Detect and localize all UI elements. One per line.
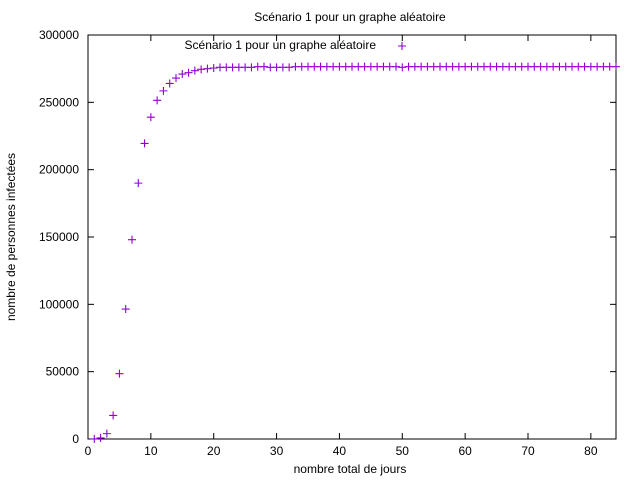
chart-title: Scénario 1 pour un graphe aléatoire	[254, 10, 446, 24]
x-tick-label: 30	[270, 444, 284, 458]
data-point	[102, 429, 111, 438]
data-point	[190, 66, 199, 75]
data-point	[197, 65, 206, 74]
data-point	[398, 63, 407, 72]
legend-label: Scénario 1 pour un graphe aléatoire	[185, 38, 377, 52]
data-point	[109, 411, 118, 420]
data-point	[178, 70, 187, 79]
data-point	[146, 113, 155, 122]
data-point	[392, 62, 400, 71]
x-tick-label: 40	[333, 444, 347, 458]
data-point	[128, 235, 136, 244]
legend: Scénario 1 pour un graphe aléatoire	[185, 38, 406, 52]
data-point	[96, 433, 105, 442]
x-tick-label: 10	[144, 444, 158, 458]
data-points	[90, 62, 620, 443]
data-point	[247, 63, 256, 72]
x-axis-label: nombre total de jours	[294, 462, 407, 476]
x-tick-label: 60	[458, 444, 472, 458]
x-tick-label: 80	[584, 444, 598, 458]
data-point	[172, 74, 180, 83]
y-tick-label: 250000	[39, 95, 79, 109]
x-tick-label: 20	[207, 444, 221, 458]
data-point	[260, 62, 268, 71]
y-tick-label: 50000	[46, 365, 80, 379]
data-point	[134, 179, 143, 188]
data-point	[159, 86, 168, 95]
y-tick-label: 300000	[39, 28, 79, 42]
data-point	[90, 434, 99, 443]
data-point	[115, 369, 124, 378]
legend-marker	[398, 42, 406, 50]
data-point	[285, 63, 294, 72]
y-tick-label: 0	[72, 432, 79, 446]
y-tick-label: 150000	[39, 230, 79, 244]
x-tick-label: 0	[85, 444, 92, 458]
data-point	[121, 305, 130, 314]
y-tick-label: 100000	[39, 297, 79, 311]
plot-frame	[87, 34, 617, 440]
data-point	[612, 62, 620, 71]
data-point	[140, 139, 149, 148]
y-axis-label: nombre de personnes infectées	[4, 153, 18, 321]
y-tick-label: 200000	[39, 163, 79, 177]
data-point	[153, 96, 162, 105]
data-point	[203, 64, 212, 73]
data-point	[209, 63, 218, 72]
axis-ticks: 0 10 20 30 40 50 60 70 80 0 50000 100000 150000 20000…	[39, 28, 616, 458]
x-tick-label: 70	[521, 444, 535, 458]
x-tick-label: 50	[396, 444, 410, 458]
data-point	[165, 79, 174, 88]
data-point	[184, 68, 193, 77]
